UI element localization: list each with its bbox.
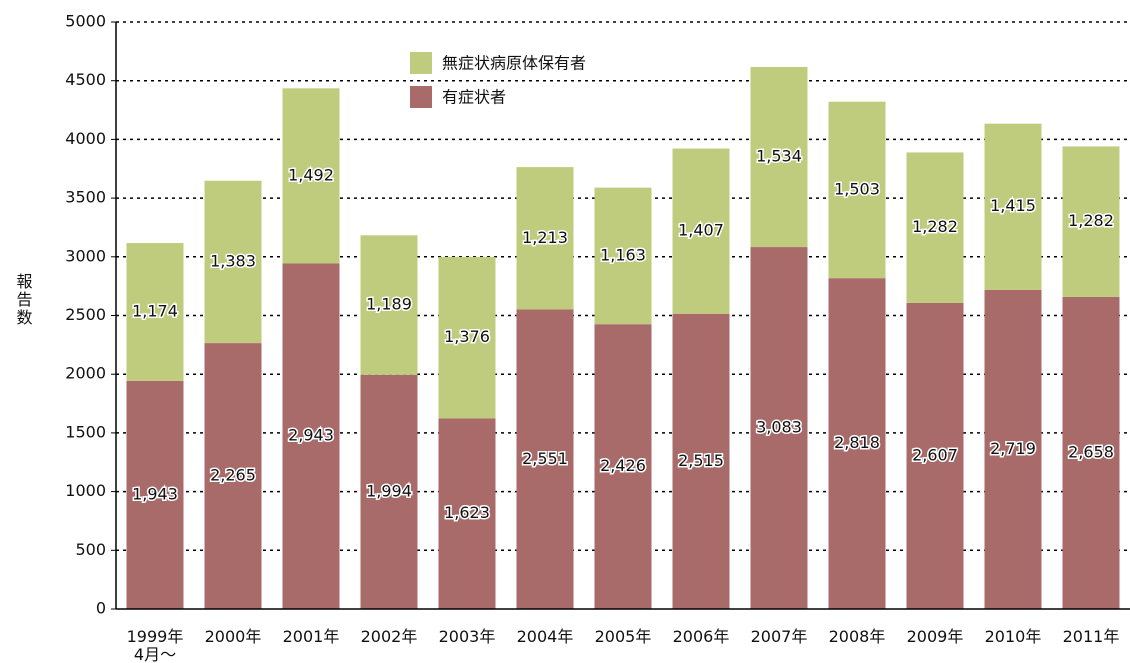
bar-segment <box>672 148 730 314</box>
value-label: 1,407 <box>678 221 724 240</box>
bar-segment <box>516 167 574 310</box>
value-label: 3,083 <box>756 418 802 437</box>
value-label: 2,515 <box>678 451 724 470</box>
bar-segment <box>282 88 340 264</box>
bar-segment <box>516 309 574 609</box>
x-tick-label: 2006年 <box>673 627 730 646</box>
value-label: 1,383 <box>210 251 256 270</box>
legend-label: 有症状者 <box>442 88 506 107</box>
value-label: 1,943 <box>132 484 178 503</box>
legend-swatch <box>410 52 432 74</box>
value-label: 2,607 <box>912 445 958 464</box>
value-label: 1,994 <box>366 481 412 500</box>
y-tick-label: 2000 <box>65 364 106 383</box>
y-tick-label: 3500 <box>65 188 106 207</box>
x-tick-label: 2001年 <box>283 627 340 646</box>
x-tick-label: 2004年 <box>517 627 574 646</box>
value-label: 2,265 <box>210 466 256 485</box>
y-axis-label: 報告数 <box>14 273 33 327</box>
y-tick-label: 500 <box>75 540 106 559</box>
bar-segment <box>672 313 730 609</box>
value-label: 2,551 <box>522 449 568 468</box>
value-label: 2,658 <box>1068 442 1114 461</box>
value-label: 1,282 <box>1068 211 1114 230</box>
x-tick-label: 2000年 <box>205 627 262 646</box>
value-label: 1,163 <box>600 245 646 264</box>
bar-segment <box>828 101 886 279</box>
y-tick-label: 5000 <box>65 12 106 31</box>
bar-segment <box>204 180 262 344</box>
value-label: 1,376 <box>444 327 490 346</box>
y-tick-label: 1000 <box>65 481 106 500</box>
x-tick-label: 2008年 <box>829 627 886 646</box>
value-label: 1,189 <box>366 295 412 314</box>
value-label: 2,818 <box>834 433 880 452</box>
y-tick-label: 2500 <box>65 305 106 324</box>
value-label: 1,623 <box>444 503 490 522</box>
bar-segment <box>126 243 184 381</box>
bar-segment <box>126 380 184 609</box>
value-label: 1,213 <box>522 228 568 247</box>
bar-segment <box>204 343 262 609</box>
value-label: 1,415 <box>990 196 1036 215</box>
y-tick-label: 4000 <box>65 129 106 148</box>
bar-segment <box>1062 146 1120 297</box>
bar-segment <box>984 123 1042 290</box>
bar-segment <box>360 374 418 609</box>
bar-segment <box>594 324 652 609</box>
bar-segment <box>1062 296 1120 609</box>
x-tick-label: 2003年 <box>439 627 496 646</box>
bar-segment <box>750 247 808 610</box>
bar-segment <box>828 278 886 609</box>
bar-segment <box>360 235 418 375</box>
bar-segment <box>438 256 496 419</box>
legend-label: 無症状病原体保有者 <box>442 54 586 73</box>
y-tick-label: 4500 <box>65 70 106 89</box>
value-label: 2,426 <box>600 456 646 475</box>
x-tick-label: 2011年 <box>1063 627 1120 646</box>
x-tick-label: 2005年 <box>595 627 652 646</box>
bar-segment <box>906 302 964 609</box>
y-tick-label: 0 <box>96 599 106 618</box>
y-tick-label: 3000 <box>65 246 106 265</box>
bar-segment <box>750 66 808 248</box>
bar-segment <box>906 152 964 303</box>
bar-segment <box>438 418 496 609</box>
legend-swatch <box>410 86 432 108</box>
value-label: 1,503 <box>834 179 880 198</box>
value-label: 2,943 <box>288 426 334 445</box>
value-label: 1,174 <box>132 301 178 320</box>
value-label: 1,282 <box>912 217 958 236</box>
x-tick-label: 1999年 4月～ <box>127 627 184 663</box>
bar-segment <box>984 289 1042 609</box>
value-label: 1,492 <box>288 165 334 184</box>
bar-segment <box>594 187 652 325</box>
bar-segment <box>282 263 340 609</box>
y-tick-label: 1500 <box>65 422 106 441</box>
x-tick-label: 2010年 <box>985 627 1042 646</box>
x-tick-label: 2009年 <box>907 627 964 646</box>
x-tick-label: 2007年 <box>751 627 808 646</box>
value-label: 1,534 <box>756 147 802 166</box>
value-label: 2,719 <box>990 439 1036 458</box>
x-tick-label: 2002年 <box>361 627 418 646</box>
